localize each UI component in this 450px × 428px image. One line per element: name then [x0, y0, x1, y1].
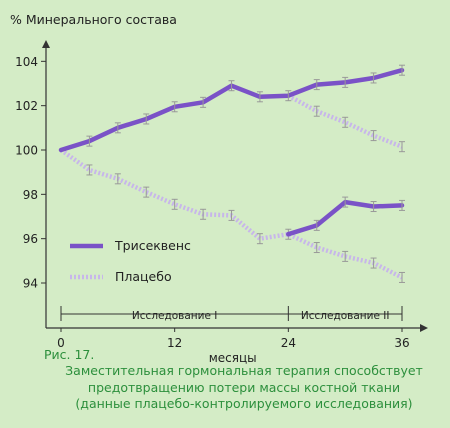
x-tick-label: 0 [57, 336, 65, 350]
x-axis-label: месяцы [209, 351, 257, 365]
y-tick-label: 100 [15, 144, 38, 158]
y-tick-label: 94 [23, 277, 38, 291]
series-line [287, 93, 403, 149]
y-tick-label: 96 [23, 232, 38, 246]
y-axis-label: % Минерального состава [10, 12, 177, 27]
y-axis-arrow [42, 40, 50, 48]
y-tick-label: 102 [15, 99, 38, 113]
caption-line-1: Заместительная гормональная терапия спос… [65, 363, 423, 378]
y-tick-label: 98 [23, 188, 38, 202]
figure-caption: Рис. 17. Заместительная гормональная тер… [44, 347, 444, 412]
x-tick-label: 12 [167, 336, 182, 350]
legend-label-placebo: Плацебо [115, 269, 172, 284]
legend-label-triseqvens: Трисеквенс [114, 238, 191, 253]
x-axis-arrow [420, 324, 428, 332]
study-phase-2: Исследование II [301, 310, 390, 322]
x-tick-label: 24 [281, 336, 296, 350]
caption-line-3: (данные плацебо-контролируемого исследов… [75, 396, 413, 411]
figure-number: Рис. 17. [44, 347, 95, 362]
study-phase-1: Исследование I [132, 310, 217, 322]
caption-line-2: предотвращению потери массы костной ткан… [87, 379, 401, 395]
x-tick-label: 36 [394, 336, 409, 350]
y-tick-label: 104 [15, 55, 38, 69]
